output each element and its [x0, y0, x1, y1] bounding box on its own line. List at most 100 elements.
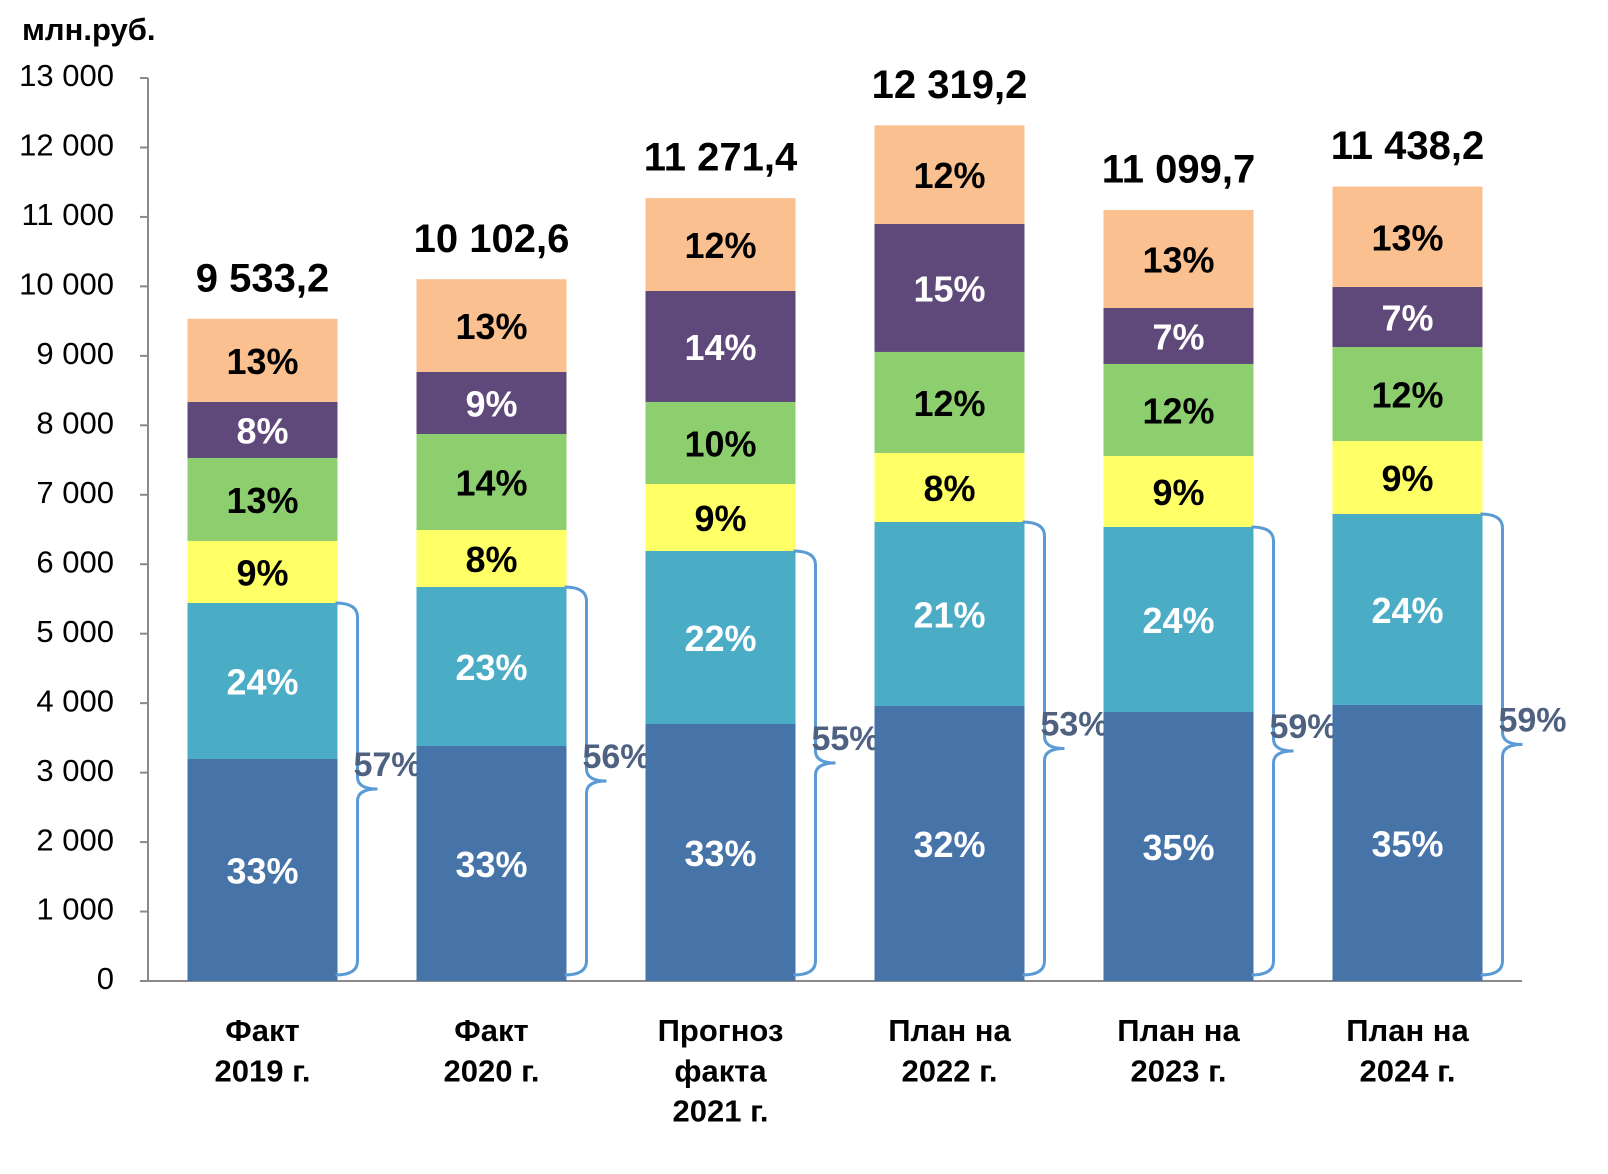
bar-segment: [1332, 186, 1483, 288]
unit-label: млн.руб.: [22, 12, 156, 47]
bar-segment: [645, 484, 796, 551]
bar-segment: [416, 279, 567, 372]
bracket-label: 56%: [582, 738, 650, 776]
bracket: [335, 601, 378, 977]
segment-label: 9%: [236, 552, 288, 593]
bar-segment: [874, 452, 1025, 522]
segment-label: 32%: [913, 824, 985, 865]
segment-label: 13%: [226, 480, 298, 521]
segment-label: 8%: [923, 468, 975, 509]
y-tick-label: 8 000: [36, 405, 114, 440]
segment-label: 22%: [684, 618, 756, 659]
y-tick-label: 2 000: [36, 822, 114, 857]
bar-segment: [416, 433, 567, 530]
bar-segment: [1103, 711, 1254, 981]
bracket-label: 57%: [353, 746, 421, 784]
segment-label: 13%: [1371, 217, 1443, 258]
bar-segment: [1103, 363, 1254, 457]
segment-label: 33%: [226, 851, 298, 892]
y-tick-label: 10 000: [19, 267, 114, 302]
segment-label: 12%: [1142, 391, 1214, 432]
y-tick-label: 1 000: [36, 892, 114, 927]
bar-segment: [187, 401, 338, 458]
y-tick-label: 4 000: [36, 683, 114, 718]
segment-label: 10%: [684, 424, 756, 465]
segment-label: 9%: [1152, 472, 1204, 513]
x-tick-label: Факт 2019 г.: [215, 1013, 311, 1088]
y-tick-label: 13 000: [19, 58, 114, 93]
y-tick-label: 11 000: [21, 197, 114, 232]
y-tick-label: 7 000: [36, 475, 114, 510]
segment-label: 12%: [913, 383, 985, 424]
bar-segment: [1332, 704, 1483, 981]
y-tick-label: 0: [97, 961, 114, 996]
segment-label: 7%: [1152, 316, 1204, 357]
bar-segment: [645, 198, 796, 291]
segment-label: 21%: [913, 595, 985, 636]
bracket-label: 59%: [1269, 708, 1337, 746]
y-tick-label: 3 000: [36, 753, 114, 788]
segment-label: 12%: [913, 155, 985, 196]
segment-label: 12%: [684, 225, 756, 266]
bar-segment: [874, 351, 1025, 453]
segment-label: 9%: [694, 498, 746, 539]
segment-label: 14%: [455, 463, 527, 504]
bar-segment: [645, 550, 796, 724]
bracket-label: 55%: [811, 720, 879, 758]
bar-segment: [874, 521, 1025, 707]
segment-label: 8%: [236, 410, 288, 451]
segment-label: 33%: [684, 833, 756, 874]
x-tick-label: Факт 2020 г.: [444, 1013, 540, 1088]
bar-segment: [1332, 287, 1483, 348]
bracket: [564, 585, 607, 977]
total-label: 10 102,6: [414, 217, 570, 261]
bracket-label: 59%: [1498, 701, 1566, 739]
bar-segment: [187, 540, 338, 603]
segment-label: 24%: [1371, 590, 1443, 631]
x-tick-label: План на 2024 г.: [1346, 1013, 1469, 1088]
segment-label: 13%: [226, 341, 298, 382]
segment-label: 15%: [913, 268, 985, 309]
bar-segment: [1103, 456, 1254, 527]
bar-segment: [874, 223, 1025, 352]
y-tick-label: 12 000: [19, 128, 114, 163]
total-label: 11 271,4: [644, 136, 798, 180]
bar-segment: [416, 587, 567, 747]
x-tick-label: План на 2022 г.: [888, 1013, 1011, 1088]
bracket: [793, 549, 836, 977]
segment-label: 35%: [1142, 827, 1214, 868]
bracket: [1251, 525, 1294, 977]
bar-segment: [874, 706, 1025, 981]
segment-label: 13%: [455, 306, 527, 347]
bar-segment: [1332, 441, 1483, 515]
bar-segment: [645, 723, 796, 981]
bar-segment: [874, 125, 1025, 224]
segment-label: 24%: [1142, 600, 1214, 641]
bar-segment: [645, 290, 796, 402]
bar-segment: [416, 529, 567, 588]
bracket: [1480, 512, 1523, 977]
y-tick-label: 6 000: [36, 544, 114, 579]
total-label: 9 533,2: [196, 256, 329, 300]
segment-label: 35%: [1371, 823, 1443, 864]
total-label: 12 319,2: [872, 63, 1028, 107]
bar-segment: [187, 457, 338, 541]
segment-label: 14%: [684, 327, 756, 368]
segment-label: 24%: [226, 662, 298, 703]
segment-label: 33%: [455, 844, 527, 885]
x-tick-label: Прогноз факта 2021 г.: [658, 1013, 784, 1129]
segment-label: 8%: [465, 539, 517, 580]
bar-segment: [1103, 526, 1254, 712]
bar-segment: [1103, 209, 1254, 308]
x-tick-label: План на 2023 г.: [1117, 1013, 1240, 1088]
bar-segment: [416, 746, 567, 981]
segment-label: 7%: [1381, 298, 1433, 339]
segment-label: 23%: [455, 647, 527, 688]
bar-segment: [645, 401, 796, 485]
segment-label: 9%: [465, 383, 517, 424]
bar-segment: [1103, 307, 1254, 364]
bracket: [1022, 520, 1065, 977]
bar-segment: [187, 318, 338, 402]
segment-label: 12%: [1371, 375, 1443, 416]
